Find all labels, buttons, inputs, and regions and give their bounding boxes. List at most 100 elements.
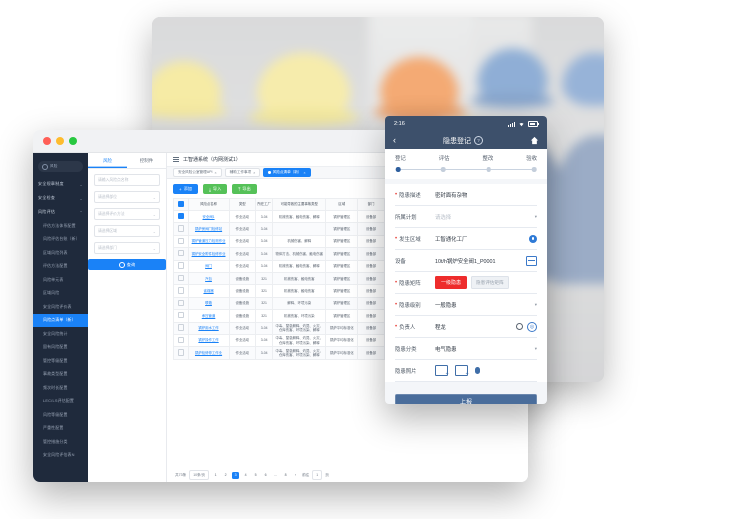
sidebar-group-2[interactable]: 风险评估 ⌃: [33, 205, 88, 219]
page-6[interactable]: 6: [264, 473, 267, 477]
maximize-button[interactable]: [69, 137, 77, 145]
row-checkbox-box[interactable]: [177, 287, 184, 294]
step-dot-2[interactable]: [486, 167, 491, 172]
sidebar-item-14[interactable]: 风险等级配置: [43, 411, 68, 417]
form-value-4[interactable]: 一级隐患 隐患评估矩阵: [435, 275, 537, 290]
step-label-0[interactable]: 登记: [395, 156, 406, 162]
sidebar-item-8[interactable]: 安全风险统计: [43, 330, 68, 336]
form-value-8[interactable]: + +: [435, 365, 537, 377]
filter-field-0[interactable]: 请输入风险点名称: [94, 174, 160, 186]
form-value-0[interactable]: 密封面有杂物: [435, 191, 537, 199]
page-1[interactable]: 1: [214, 473, 217, 477]
form-value-6[interactable]: 程龙 ◎: [435, 321, 537, 332]
row-checkbox-box[interactable]: [177, 324, 184, 331]
filter-field-3[interactable]: 请选择区域 ⌄: [94, 225, 160, 237]
step-dot-1[interactable]: [441, 167, 446, 172]
row-checkbox-box[interactable]: [177, 299, 184, 306]
row-checkbox[interactable]: [173, 222, 189, 236]
step-label-3[interactable]: 验收: [526, 156, 537, 162]
toolbar-button-2[interactable]: ⤒ 导出: [232, 184, 257, 194]
next-page-icon[interactable]: ›: [294, 473, 297, 477]
filter-tab-risk[interactable]: 风险: [88, 153, 127, 168]
row-checkbox-box[interactable]: [177, 250, 184, 257]
help-icon[interactable]: ?: [474, 136, 483, 145]
step-label-1[interactable]: 评估: [438, 156, 450, 162]
sidebar-group-0[interactable]: 安全规章制度 ⌄: [33, 177, 88, 191]
filter-field-2[interactable]: 请选择评价方法 ⌄: [94, 208, 160, 220]
close-button[interactable]: [43, 137, 51, 145]
row-checkbox-box[interactable]: [177, 349, 184, 356]
row-checkbox[interactable]: [173, 271, 189, 286]
form-value-3[interactable]: 10t/h锅炉安全阀1_P0001: [435, 255, 537, 266]
cell-name[interactable]: 省煤器: [187, 284, 230, 298]
minimize-button[interactable]: [56, 137, 64, 145]
row-checkbox-box[interactable]: [177, 274, 184, 282]
step-dot-3[interactable]: [531, 167, 537, 172]
sidebar-item-10[interactable]: 管控等级配置: [43, 357, 68, 363]
cell-name[interactable]: 承压管道: [187, 309, 230, 323]
cell-name[interactable]: 锅炉安全附件检修作业: [187, 247, 230, 261]
scan-icon[interactable]: [526, 255, 537, 266]
sidebar-item-16[interactable]: 管控措施分类: [43, 438, 68, 444]
home-icon[interactable]: [530, 136, 539, 145]
row-checkbox-box[interactable]: [177, 312, 184, 319]
sidebar-item-7[interactable]: 风险点清单（新）: [33, 313, 88, 327]
row-checkbox[interactable]: [173, 309, 189, 323]
form-value-5[interactable]: 一般隐患 ▾: [435, 301, 537, 309]
mic-icon[interactable]: [475, 366, 480, 375]
cell-name[interactable]: 锅炉房阀门检修站: [187, 222, 230, 236]
cell-name[interactable]: 阀门: [187, 259, 230, 273]
back-icon[interactable]: ‹: [393, 135, 396, 145]
sidebar-item-3[interactable]: 评估方法配置: [43, 263, 68, 269]
page-size-select[interactable]: 10条/页: [189, 470, 210, 480]
crumb-tab-1[interactable]: 辅助工作事项 ×: [224, 167, 261, 178]
form-value-2[interactable]: 工智通化工厂: [435, 234, 537, 243]
row-checkbox[interactable]: [173, 321, 189, 335]
crumb-tab-2[interactable]: 风险点清单（新） ×: [263, 167, 311, 178]
hazard-level-tag[interactable]: 一级隐患: [435, 276, 468, 289]
row-checkbox[interactable]: [173, 259, 189, 273]
sidebar-item-13[interactable]: LEC/LS评估配置: [43, 398, 74, 404]
submit-button[interactable]: 上报: [395, 394, 537, 404]
row-checkbox-box[interactable]: [177, 262, 184, 269]
row-checkbox[interactable]: [173, 284, 189, 298]
form-value-1[interactable]: 请选择 ▾: [435, 213, 537, 221]
sidebar-item-11[interactable]: 事故类型配置: [43, 371, 68, 377]
cell-name[interactable]: 汽包: [187, 271, 230, 286]
row-checkbox-box[interactable]: [177, 336, 184, 344]
close-icon[interactable]: ×: [253, 170, 256, 175]
close-icon[interactable]: ×: [214, 170, 217, 175]
row-checkbox[interactable]: [173, 247, 189, 261]
filter-tab-control[interactable]: 控制件: [139, 157, 154, 163]
crumb-tab-0[interactable]: 安全风险公室管理API ×: [173, 167, 222, 178]
page-5[interactable]: 5: [254, 473, 257, 477]
page-8[interactable]: 8: [284, 473, 287, 477]
hazard-matrix-button[interactable]: 隐患评估矩阵: [471, 275, 509, 290]
sidebar-group-1[interactable]: 安全检查 ⌄: [33, 191, 88, 205]
search-button[interactable]: 查询: [88, 259, 166, 270]
step-dot-0[interactable]: [395, 167, 401, 172]
sidebar-item-0[interactable]: 评估方法体系配置: [43, 222, 76, 228]
form-value-7[interactable]: 电气隐患 ▾: [435, 345, 537, 353]
cell-name[interactable]: 锅炉检修停工作业: [187, 346, 230, 360]
row-checkbox[interactable]: [173, 333, 189, 348]
filter-field-4[interactable]: 请选择部门 ⌄: [94, 242, 160, 254]
row-checkbox[interactable]: [173, 209, 189, 224]
sidebar-item-12[interactable]: 频次时长配置: [43, 384, 68, 390]
sidebar-item-5[interactable]: 区域风险: [43, 290, 60, 296]
sidebar-item-4[interactable]: 风险单元表: [43, 276, 64, 282]
goto-input[interactable]: 1: [312, 470, 323, 480]
video-icon[interactable]: +: [455, 365, 469, 377]
gear-icon[interactable]: [516, 323, 523, 330]
location-pin-icon[interactable]: [529, 234, 537, 243]
toolbar-button-1[interactable]: ⤓ 导入: [202, 184, 228, 194]
sidebar-item-17[interactable]: 安全风险评估表N: [43, 452, 75, 458]
cell-name[interactable]: 安全阀1: [187, 209, 230, 224]
select-all-checkbox[interactable]: [177, 200, 184, 208]
row-checkbox[interactable]: [173, 296, 189, 311]
sidebar-item-2[interactable]: 区域风险列表: [43, 249, 68, 255]
cell-name[interactable]: 锅炉操作工作: [187, 333, 230, 348]
page-2[interactable]: 2: [224, 473, 227, 477]
row-checkbox[interactable]: [173, 234, 189, 249]
row-checkbox-box[interactable]: [177, 237, 184, 245]
